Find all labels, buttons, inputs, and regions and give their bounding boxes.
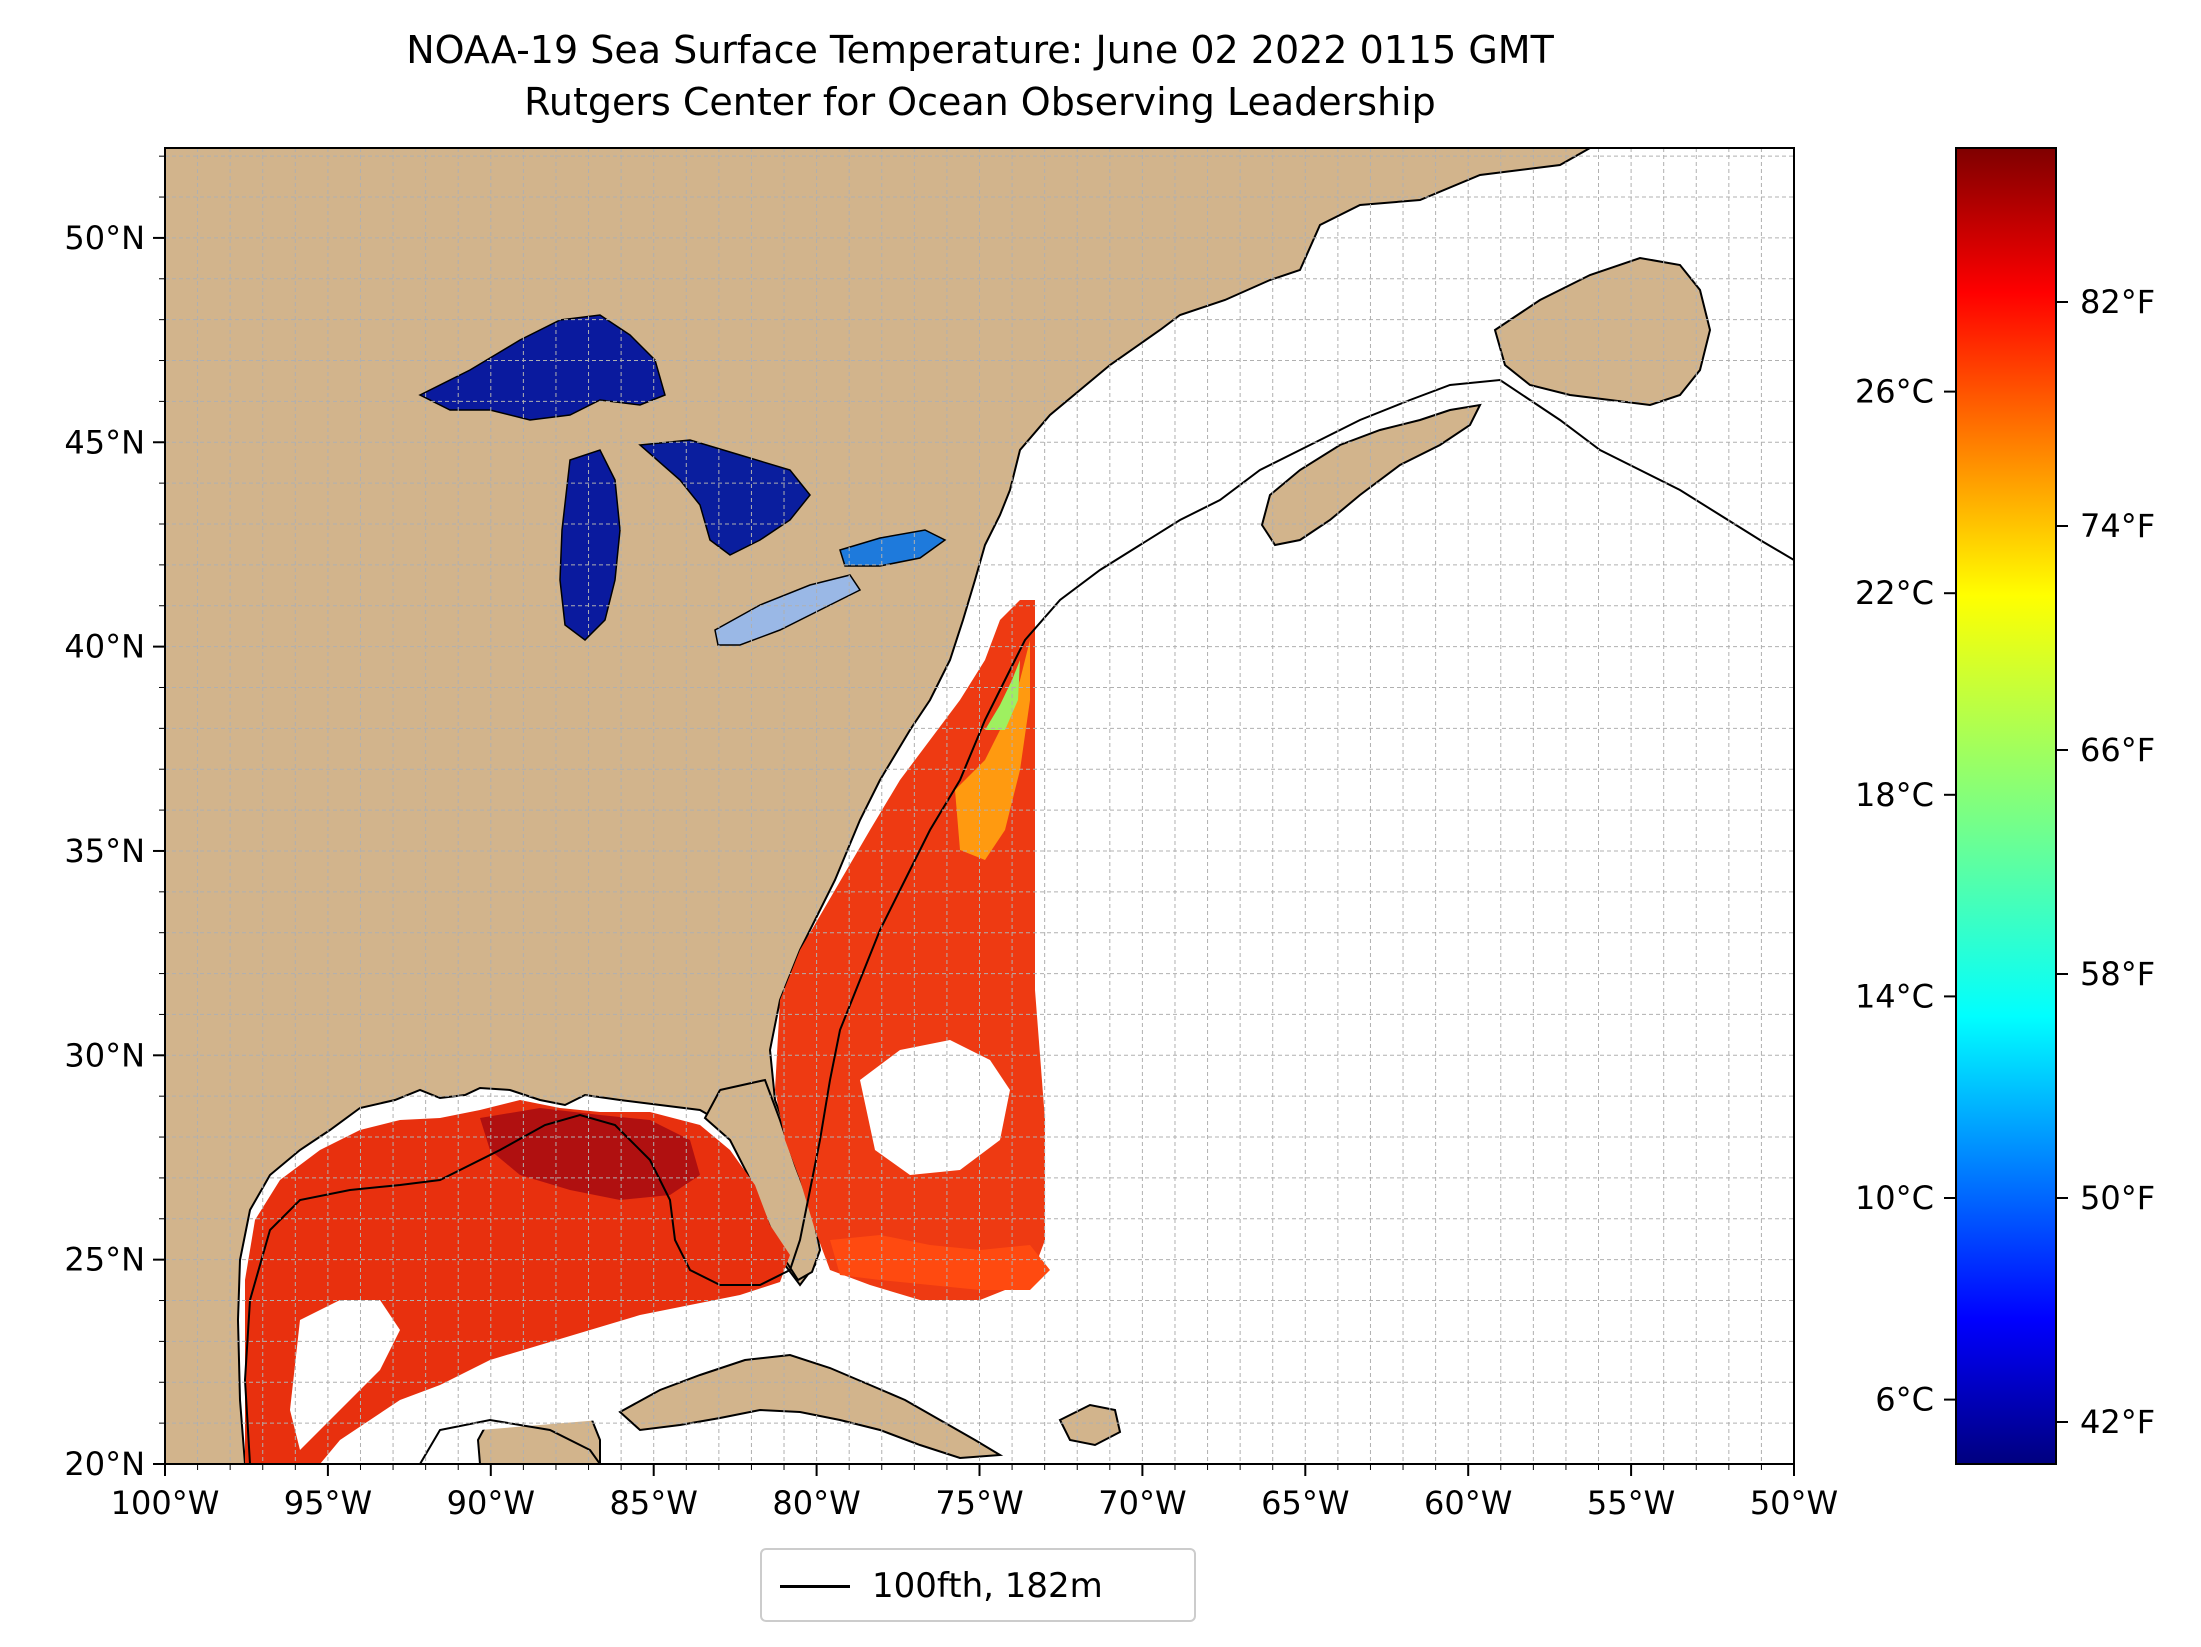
map-title: NOAA-19 Sea Surface Temperature: June 02… bbox=[406, 28, 1554, 72]
colorbar-f-label: 66°F bbox=[2080, 731, 2155, 769]
x-tick-label: 55°W bbox=[1587, 1484, 1675, 1522]
lake-huron bbox=[638, 439, 811, 556]
x-tick-label: 60°W bbox=[1424, 1484, 1512, 1522]
colorbar-c-label: 10°C bbox=[1855, 1179, 1934, 1217]
y-tick-label: 45°N bbox=[64, 423, 145, 461]
y-tick-label: 40°N bbox=[64, 628, 145, 666]
land-newfoundland bbox=[1493, 256, 1712, 407]
lake-michigan bbox=[559, 449, 621, 641]
colorbar-f-label: 42°F bbox=[2080, 1403, 2155, 1441]
colorbar-c-label: 22°C bbox=[1855, 574, 1934, 612]
legend-line-swatch bbox=[780, 1585, 850, 1588]
map-subtitle: Rutgers Center for Ocean Observing Leade… bbox=[524, 80, 1436, 124]
graticule bbox=[165, 148, 1794, 1465]
cloud-gap-yucatan bbox=[430, 1380, 610, 1430]
y-tick-label: 35°N bbox=[64, 832, 145, 870]
x-tick-label: 50°W bbox=[1750, 1484, 1838, 1522]
legend: 100fth, 182m bbox=[760, 1548, 1196, 1622]
land-cuba bbox=[618, 1353, 1004, 1460]
x-tick-label: 90°W bbox=[447, 1484, 535, 1522]
colorbar-c-label: 14°C bbox=[1855, 977, 1934, 1015]
sst-mid-atlantic-gradient bbox=[955, 640, 1030, 860]
x-tick-label: 100°W bbox=[111, 1484, 220, 1522]
y-tick-label: 20°N bbox=[64, 1445, 145, 1483]
colorbar-c-label: 18°C bbox=[1855, 776, 1934, 814]
x-tick-label: 80°W bbox=[772, 1484, 860, 1522]
latitude-axis: 20°N 25°N 30°N 35°N 40°N 45°N 50°N bbox=[64, 155, 165, 1483]
x-tick-label: 75°W bbox=[935, 1484, 1023, 1522]
lake-ontario bbox=[839, 529, 947, 567]
sst-cool-shelf bbox=[985, 660, 1020, 730]
x-tick-label: 95°W bbox=[284, 1484, 372, 1522]
legend-label: 100fth, 182m bbox=[872, 1566, 1103, 1606]
colorbar-f-label: 58°F bbox=[2080, 955, 2155, 993]
colorbar-fahrenheit-axis: 42°F 50°F 58°F 66°F 74°F 82°F bbox=[2056, 283, 2155, 1441]
lake-superior bbox=[418, 314, 666, 421]
colorbar-f-label: 50°F bbox=[2080, 1179, 2155, 1217]
cloud-gap-atlantic bbox=[860, 1040, 1010, 1175]
x-tick-label: 70°W bbox=[1098, 1484, 1186, 1522]
y-tick-label: 50°N bbox=[64, 219, 145, 257]
contour-100fth bbox=[243, 378, 1794, 1464]
sst-bahamas-warm bbox=[830, 1235, 1050, 1290]
land-hispaniola bbox=[1058, 1403, 1122, 1447]
x-tick-label: 85°W bbox=[610, 1484, 698, 1522]
cloud-gap-gulf bbox=[290, 1300, 400, 1450]
colorbar-c-label: 6°C bbox=[1875, 1381, 1934, 1419]
y-tick-label: 25°N bbox=[64, 1241, 145, 1279]
colorbar-f-label: 82°F bbox=[2080, 283, 2155, 321]
colorbar bbox=[1955, 147, 2057, 1465]
y-tick-label: 30°N bbox=[64, 1036, 145, 1074]
colorbar-c-label: 26°C bbox=[1855, 373, 1934, 411]
x-tick-label: 65°W bbox=[1261, 1484, 1349, 1522]
colorbar-f-label: 74°F bbox=[2080, 507, 2155, 545]
land-nova-scotia bbox=[1260, 403, 1482, 547]
colorbar-celsius-axis: 6°C 10°C 14°C 18°C 22°C 26°C bbox=[1855, 373, 1956, 1419]
longitude-axis: 100°W 95°W 90°W 85°W 80°W 75°W 70°W 65°W 60°W 55°… bbox=[111, 1464, 1838, 1522]
contour-gulf-inner bbox=[419, 1418, 601, 1464]
